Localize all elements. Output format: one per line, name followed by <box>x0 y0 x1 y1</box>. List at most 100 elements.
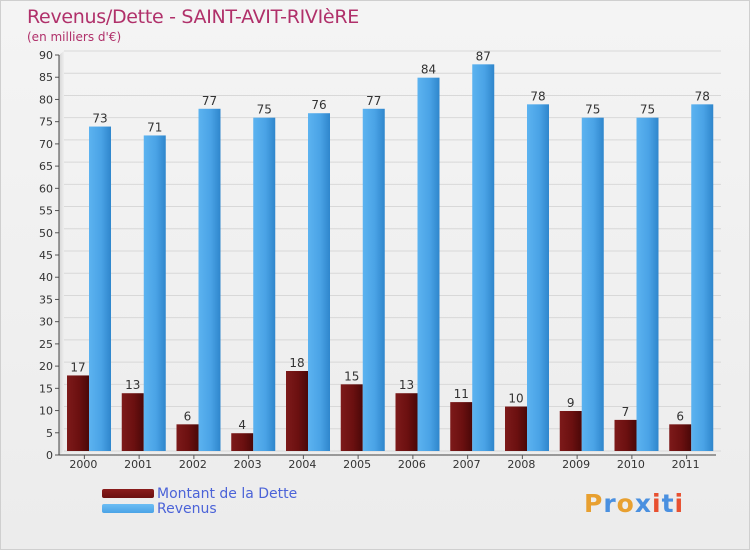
y-tick-label: 60 <box>39 182 53 195</box>
data-label-revenus: 76 <box>311 98 326 112</box>
data-label-revenus: 75 <box>585 103 600 117</box>
data-label-dette: 17 <box>70 360 85 374</box>
data-label-dette: 13 <box>125 378 140 392</box>
bar-dette <box>121 393 144 451</box>
bar-dette <box>176 424 199 451</box>
bar-revenus <box>198 108 221 452</box>
bar-revenus <box>472 64 495 452</box>
x-tick-label: 2009 <box>562 458 590 471</box>
data-label-revenus: 87 <box>476 49 491 63</box>
x-tick-label: 2006 <box>398 458 426 471</box>
x-tick-label: 2000 <box>69 458 97 471</box>
legend-label-revenus: Revenus <box>157 501 217 517</box>
bar-revenus <box>417 77 440 452</box>
bar-dette <box>450 402 473 451</box>
data-label-dette: 13 <box>399 378 414 392</box>
data-label-revenus: 75 <box>257 103 272 117</box>
plot-side-wall <box>59 51 64 455</box>
bar-dette <box>559 411 582 451</box>
logo-letter: t <box>661 489 675 518</box>
x-tick-label: 2005 <box>343 458 371 471</box>
data-label-revenus: 84 <box>421 63 436 77</box>
y-tick-label: 25 <box>39 338 53 351</box>
data-label-dette: 10 <box>508 392 523 406</box>
bar-dette <box>614 419 637 451</box>
data-label-dette: 11 <box>454 387 469 401</box>
logo-letter: r <box>603 489 617 518</box>
chart-title: Revenus/Dette - SAINT-AVIT-RIVIèRE <box>27 6 359 28</box>
y-tick-label: 45 <box>39 249 53 262</box>
data-label-dette: 18 <box>289 356 304 370</box>
data-label-revenus: 78 <box>695 89 710 103</box>
bar-revenus <box>89 126 111 452</box>
y-tick-label: 35 <box>39 293 53 306</box>
x-tick-label: 2002 <box>179 458 207 471</box>
x-tick-label: 2010 <box>617 458 645 471</box>
data-label-revenus: 77 <box>366 94 381 108</box>
logo-letter: P <box>584 489 604 518</box>
y-tick-label: 40 <box>39 271 53 284</box>
chart-subtitle: (en milliers d'€) <box>27 30 122 44</box>
y-tick-label: 65 <box>39 160 53 173</box>
data-label-dette: 6 <box>676 409 684 423</box>
data-label-revenus: 78 <box>530 89 545 103</box>
bar-revenus <box>308 113 330 451</box>
data-label-revenus: 71 <box>147 120 162 134</box>
bar-dette <box>340 384 363 451</box>
bar-revenus <box>636 117 659 452</box>
y-tick-label: 80 <box>39 93 53 106</box>
legend-swatch-revenus <box>102 504 154 513</box>
y-tick-label: 90 <box>39 49 53 62</box>
data-label-dette: 6 <box>184 409 192 423</box>
y-tick-label: 70 <box>39 138 53 151</box>
data-label-dette: 9 <box>567 396 575 410</box>
data-label-dette: 7 <box>622 405 630 419</box>
x-tick-label: 2003 <box>234 458 262 471</box>
data-label-revenus: 73 <box>92 112 107 126</box>
x-tick-label: 2008 <box>507 458 535 471</box>
bar-dette <box>231 433 254 451</box>
labels-layer: 1773200013712001677200247520031876200415… <box>69 49 710 471</box>
bar-revenus <box>581 117 604 452</box>
y-tick-label: 85 <box>39 71 53 84</box>
y-tick-label: 10 <box>39 405 53 418</box>
y-tick-label: 20 <box>39 360 53 373</box>
logo-letter: i <box>674 489 685 518</box>
legend-label-dette: Montant de la Dette <box>157 486 298 502</box>
y-tick-label: 30 <box>39 316 53 329</box>
x-tick-label: 2004 <box>288 458 316 471</box>
bar-revenus <box>362 108 385 452</box>
grid-layer <box>59 50 721 455</box>
bar-dette <box>669 424 692 451</box>
y-tick-label: 5 <box>46 427 53 440</box>
proxiti-logo: Proxiti <box>584 489 684 518</box>
bar-dette <box>395 393 418 451</box>
logo-letter: x <box>634 489 652 518</box>
data-label-dette: 4 <box>238 418 246 432</box>
x-tick-label: 2001 <box>124 458 152 471</box>
bar-dette <box>286 371 308 451</box>
x-tick-label: 2011 <box>672 458 700 471</box>
y-tick-label: 55 <box>39 205 53 218</box>
y-tick-label: 15 <box>39 382 53 395</box>
y-tick-label: 75 <box>39 116 53 129</box>
bar-dette <box>67 375 89 451</box>
data-label-revenus: 77 <box>202 94 217 108</box>
bar-revenus <box>527 104 549 451</box>
axis-layer: 0 5 10 15 20 25 30 35 40 45 50 55 60 65 70 75 80 85 90 <box>39 49 716 462</box>
y-tick-label: 50 <box>39 227 53 240</box>
x-tick-label: 2007 <box>453 458 481 471</box>
data-label-revenus: 75 <box>640 103 655 117</box>
bar-dette <box>505 406 527 451</box>
logo-letter: o <box>616 489 635 518</box>
bars-layer <box>67 64 714 452</box>
data-label-dette: 15 <box>344 369 359 383</box>
bar-revenus <box>253 117 276 452</box>
logo-letter: i <box>652 489 662 518</box>
y-tick-label: 0 <box>46 449 53 462</box>
bar-revenus <box>143 135 166 451</box>
legend-swatch-dette <box>102 489 154 498</box>
bar-revenus <box>691 104 714 451</box>
